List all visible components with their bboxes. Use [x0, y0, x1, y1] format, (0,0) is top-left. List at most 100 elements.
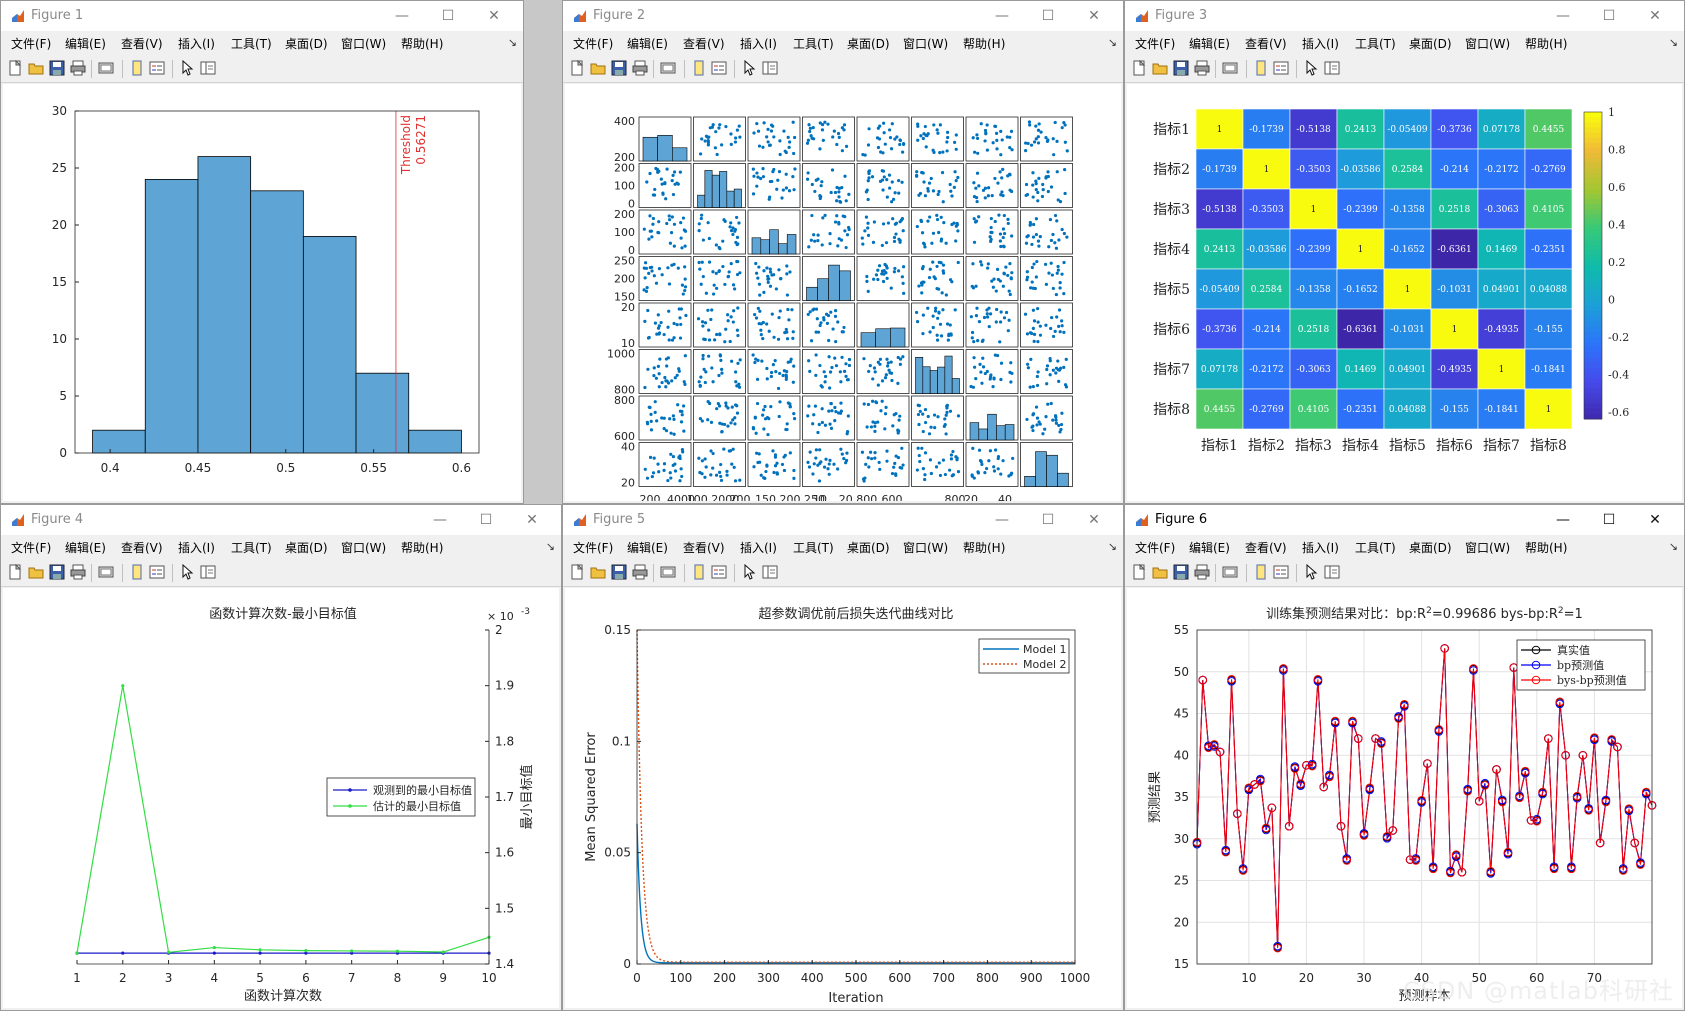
menu-item[interactable]: 查看(V) [121, 541, 163, 555]
link-plot-icon[interactable] [691, 60, 707, 76]
new-figure-icon[interactable] [1131, 60, 1147, 76]
menu-item[interactable]: 帮助(H) [1525, 541, 1568, 555]
maximize-icon[interactable]: ☐ [479, 512, 493, 528]
menu-item[interactable]: 工具(T) [231, 37, 272, 51]
menu-item[interactable]: 窗口(W) [903, 37, 949, 51]
save-icon[interactable] [49, 60, 65, 76]
menu-item[interactable]: 帮助(H) [963, 37, 1006, 51]
save-icon[interactable] [1173, 564, 1189, 580]
menu-item[interactable]: 帮助(H) [401, 541, 444, 555]
title-bar[interactable]: Figure 6— ☐ ✕ [1125, 505, 1684, 535]
menu-item[interactable]: 插入(I) [178, 37, 215, 51]
open-folder-icon[interactable] [590, 60, 606, 76]
insert-legend-icon[interactable] [149, 60, 165, 76]
menu-item[interactable]: 桌面(D) [285, 541, 328, 555]
menu-item[interactable]: 桌面(D) [1409, 541, 1452, 555]
print-icon[interactable] [632, 60, 648, 76]
menu-item[interactable]: 工具(T) [793, 541, 834, 555]
menu-item[interactable]: 插入(I) [1302, 37, 1339, 51]
menu-item[interactable]: 窗口(W) [1465, 37, 1511, 51]
dock-arrow-icon[interactable]: ↘ [1668, 540, 1678, 553]
insert-legend-icon[interactable] [1273, 564, 1289, 580]
menu-item[interactable]: 帮助(H) [1525, 37, 1568, 51]
new-figure-icon[interactable] [7, 60, 23, 76]
menu-item[interactable]: 查看(V) [121, 37, 163, 51]
menu-item[interactable]: 编辑(E) [1189, 37, 1230, 51]
menu-item[interactable]: 文件(F) [1135, 541, 1176, 555]
pointer-icon[interactable] [741, 60, 757, 76]
link-plot-icon[interactable] [1253, 564, 1269, 580]
title-bar[interactable]: Figure 2— ☐ ✕ [563, 1, 1123, 31]
maximize-icon[interactable]: ☐ [1041, 512, 1055, 528]
legend[interactable] [326, 777, 476, 817]
new-figure-icon[interactable] [1131, 564, 1147, 580]
open-folder-icon[interactable] [28, 564, 44, 580]
menu-item[interactable]: 查看(V) [683, 37, 725, 51]
close-icon[interactable]: ✕ [488, 8, 500, 24]
menu-item[interactable]: 查看(V) [1245, 541, 1287, 555]
menu-item[interactable]: 编辑(E) [65, 541, 106, 555]
menu-item[interactable]: 桌面(D) [847, 37, 890, 51]
dock-arrow-icon[interactable]: ↘ [1668, 36, 1678, 49]
print-icon[interactable] [1194, 564, 1210, 580]
menu-item[interactable]: 文件(F) [11, 541, 52, 555]
minimize-icon[interactable]: — [395, 8, 409, 24]
link-plot-icon[interactable] [1253, 60, 1269, 76]
pointer-icon[interactable] [741, 564, 757, 580]
insert-legend-icon[interactable] [711, 60, 727, 76]
pointer-icon[interactable] [1303, 60, 1319, 76]
close-icon[interactable]: ✕ [1088, 8, 1100, 24]
menu-item[interactable]: 窗口(W) [341, 37, 387, 51]
menu-item[interactable]: 插入(I) [1302, 541, 1339, 555]
title-bar[interactable]: Figure 1— ☐ ✕ [1, 1, 523, 31]
menu-item[interactable]: 窗口(W) [1465, 541, 1511, 555]
menu-item[interactable]: 工具(T) [793, 37, 834, 51]
dock-arrow-icon[interactable]: ↘ [1107, 540, 1117, 553]
close-icon[interactable]: ✕ [1088, 512, 1100, 528]
title-bar[interactable]: Figure 5— ☐ ✕ [563, 505, 1123, 535]
maximize-icon[interactable]: ☐ [1041, 8, 1055, 24]
save-icon[interactable] [611, 564, 627, 580]
minimize-icon[interactable]: — [433, 512, 447, 528]
insert-legend-icon[interactable] [1273, 60, 1289, 76]
menu-item[interactable]: 帮助(H) [401, 37, 444, 51]
print-preview-icon[interactable] [660, 60, 676, 76]
pointer-icon[interactable] [179, 60, 195, 76]
new-figure-icon[interactable] [7, 564, 23, 580]
menu-item[interactable]: 编辑(E) [1189, 541, 1230, 555]
legend[interactable] [978, 638, 1070, 674]
menu-item[interactable]: 桌面(D) [847, 541, 890, 555]
print-icon[interactable] [70, 564, 86, 580]
print-icon[interactable] [632, 564, 648, 580]
close-icon[interactable]: ✕ [1649, 512, 1661, 528]
open-folder-icon[interactable] [590, 564, 606, 580]
print-preview-icon[interactable] [1222, 564, 1238, 580]
menu-item[interactable]: 文件(F) [573, 541, 614, 555]
property-inspector-icon[interactable] [762, 60, 778, 76]
property-inspector-icon[interactable] [1324, 564, 1340, 580]
save-icon[interactable] [49, 564, 65, 580]
open-folder-icon[interactable] [28, 60, 44, 76]
print-preview-icon[interactable] [98, 60, 114, 76]
print-icon[interactable] [1194, 60, 1210, 76]
pointer-icon[interactable] [179, 564, 195, 580]
menu-item[interactable]: 工具(T) [231, 541, 272, 555]
menu-item[interactable]: 插入(I) [740, 37, 777, 51]
insert-legend-icon[interactable] [711, 564, 727, 580]
link-plot-icon[interactable] [129, 564, 145, 580]
print-preview-icon[interactable] [1222, 60, 1238, 76]
minimize-icon[interactable]: — [995, 8, 1009, 24]
property-inspector-icon[interactable] [200, 564, 216, 580]
menu-item[interactable]: 桌面(D) [285, 37, 328, 51]
menu-item[interactable]: 文件(F) [1135, 37, 1176, 51]
property-inspector-icon[interactable] [200, 60, 216, 76]
dock-arrow-icon[interactable]: ↘ [545, 540, 555, 553]
print-preview-icon[interactable] [98, 564, 114, 580]
menu-item[interactable]: 编辑(E) [627, 37, 668, 51]
property-inspector-icon[interactable] [1324, 60, 1340, 76]
minimize-icon[interactable]: — [1556, 512, 1570, 528]
maximize-icon[interactable]: ☐ [441, 8, 455, 24]
link-plot-icon[interactable] [129, 60, 145, 76]
maximize-icon[interactable]: ☐ [1602, 512, 1616, 528]
save-icon[interactable] [1173, 60, 1189, 76]
